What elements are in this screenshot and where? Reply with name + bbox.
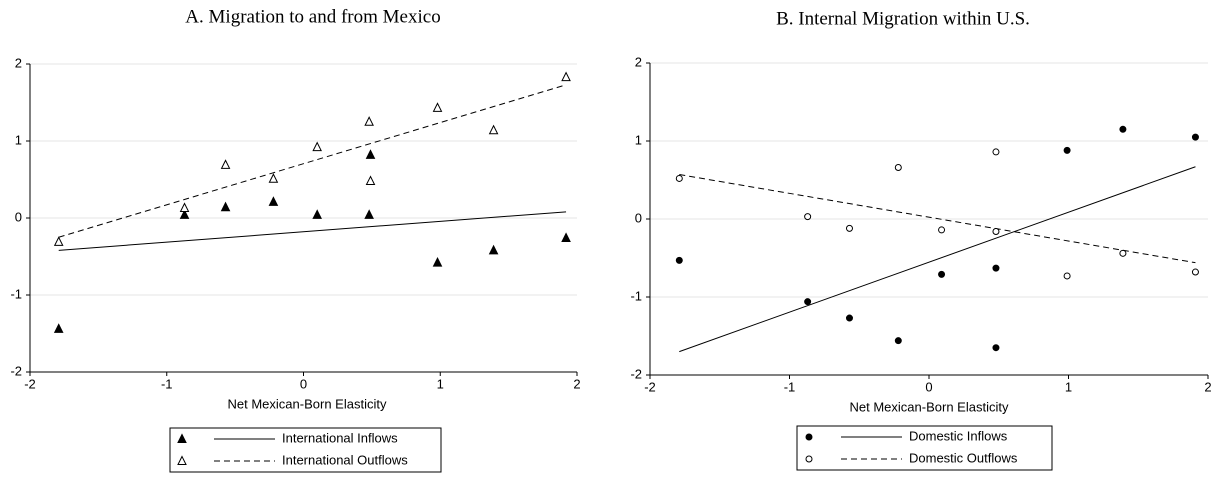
- x-tick-label: 0: [925, 379, 932, 394]
- marker: [1119, 249, 1127, 257]
- x-tick-label: -1: [784, 379, 796, 394]
- y-tick-label: -2: [630, 366, 642, 381]
- marker: [1119, 125, 1127, 133]
- marker: [220, 159, 231, 169]
- marker: [675, 256, 683, 264]
- legend-marker: [805, 455, 813, 463]
- fit-line: [58, 211, 567, 251]
- marker: [1191, 133, 1199, 141]
- x-tick-label: 0: [300, 376, 307, 391]
- legend-marker: [805, 433, 813, 441]
- legend-marker: [177, 455, 187, 465]
- marker: [675, 174, 683, 182]
- legend-label: Domestic Outflows: [909, 450, 1018, 465]
- legend-marker: [177, 433, 187, 443]
- y-tick-label: -1: [10, 286, 22, 301]
- marker: [938, 270, 946, 278]
- legend-box: [796, 425, 1053, 471]
- marker: [845, 224, 853, 232]
- fit-line: [679, 166, 1196, 353]
- marker: [992, 264, 1000, 272]
- marker: [561, 71, 571, 82]
- y-tick-label: 2: [635, 54, 642, 69]
- marker: [179, 209, 190, 219]
- legend-label: International Outflows: [282, 452, 408, 467]
- marker: [432, 102, 443, 112]
- marker: [488, 124, 499, 135]
- x-axis-label: Net Mexican-Born Elasticity: [850, 399, 1009, 414]
- marker: [894, 337, 902, 345]
- marker: [268, 196, 279, 206]
- x-tick-label: 2: [1204, 379, 1211, 394]
- marker: [804, 298, 812, 306]
- y-tick-label: -1: [630, 288, 642, 303]
- marker: [432, 257, 443, 267]
- marker: [1063, 272, 1071, 280]
- marker: [845, 314, 853, 322]
- x-tick-label: -1: [161, 376, 173, 391]
- marker: [894, 164, 902, 172]
- marker: [804, 213, 812, 221]
- marker: [938, 226, 946, 234]
- marker: [992, 227, 1000, 235]
- marker: [312, 209, 322, 219]
- x-tick-label: 1: [437, 376, 444, 391]
- marker: [1063, 146, 1071, 154]
- x-tick-label: 2: [573, 376, 580, 391]
- y-tick-label: 0: [635, 210, 642, 225]
- x-axis-label: Net Mexican-Born Elasticity: [228, 396, 387, 411]
- marker: [365, 149, 376, 159]
- y-tick-label: 2: [15, 55, 22, 70]
- marker: [220, 201, 231, 212]
- marker: [364, 209, 374, 219]
- x-tick-label: 1: [1065, 379, 1072, 394]
- x-tick-label: -2: [644, 379, 656, 394]
- marker: [268, 173, 279, 183]
- marker: [179, 202, 190, 212]
- legend-box: [169, 427, 442, 473]
- chart-title: B. Internal Migration within U.S.: [776, 8, 1030, 29]
- y-tick-label: -2: [10, 363, 22, 378]
- legend-label: Domestic Inflows: [909, 428, 1008, 443]
- y-tick-label: 0: [15, 209, 22, 224]
- fit-line: [679, 174, 1196, 264]
- marker: [992, 344, 1000, 352]
- marker: [364, 116, 374, 126]
- marker: [312, 141, 322, 152]
- marker: [1191, 268, 1199, 276]
- y-tick-label: 1: [635, 132, 642, 147]
- marker: [53, 323, 64, 333]
- marker: [992, 148, 1000, 156]
- chart-title: A. Migration to and from Mexico: [185, 6, 440, 27]
- marker: [53, 236, 64, 246]
- x-tick-label: -2: [24, 376, 36, 391]
- marker: [488, 244, 499, 255]
- marker: [561, 232, 571, 243]
- marker: [365, 175, 376, 186]
- fit-line: [58, 84, 567, 238]
- legend-label: International Inflows: [282, 430, 398, 445]
- y-tick-label: 1: [15, 132, 22, 147]
